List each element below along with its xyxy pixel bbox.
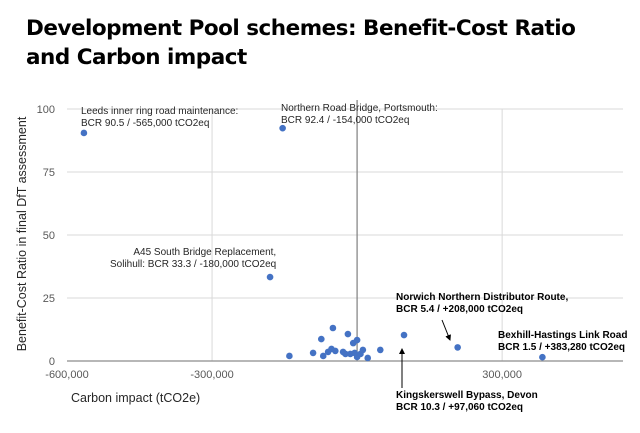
data-point bbox=[344, 330, 352, 338]
y-tick-label: 50 bbox=[43, 230, 55, 242]
annotation-line: Bexhill-Hastings Link Road bbox=[498, 330, 628, 341]
data-point bbox=[400, 331, 408, 339]
annotation-bexhill: Bexhill-Hastings Link Road BCR 1.5 / +38… bbox=[498, 330, 627, 354]
data-point bbox=[454, 344, 461, 351]
data-point bbox=[364, 354, 372, 362]
data-point bbox=[539, 353, 546, 361]
y-tick-label: 25 bbox=[43, 293, 55, 305]
y-tick-label: 75 bbox=[43, 167, 55, 179]
x-axis-label: Carbon impact (tCO2e) bbox=[71, 391, 201, 405]
data-point bbox=[342, 350, 349, 358]
annotation-leeds: Leeds inner ring road maintenance: BCR 9… bbox=[81, 106, 238, 130]
annotation-line: Norwich Northern Distributor Route, bbox=[396, 292, 569, 303]
data-point bbox=[359, 346, 367, 354]
y-tick-label: 0 bbox=[49, 356, 55, 368]
x-tick-label: -600,000 bbox=[45, 369, 88, 381]
annotation-line: Northern Road Bridge, Portsmouth: bbox=[281, 103, 438, 114]
data-point bbox=[266, 273, 274, 281]
y-tick-label: 100 bbox=[37, 104, 55, 116]
annotation-line: A45 South Bridge Replacement, bbox=[133, 247, 277, 258]
data-point bbox=[309, 349, 317, 357]
annotation-line: Kingskerswell Bypass, Devon bbox=[396, 390, 538, 401]
x-tick-label: 300,000 bbox=[482, 369, 522, 381]
annotation-line: BCR 1.5 / +383,280 tCO2eq bbox=[498, 342, 626, 353]
annotation-line: BCR 10.3 / +97,060 tCO2eq bbox=[396, 402, 524, 413]
annotation-line: BCR 90.5 / -565,000 tCO2eq bbox=[81, 118, 210, 129]
annotation-line: BCR 92.4 / -154,000 tCO2eq bbox=[281, 115, 410, 126]
data-point bbox=[319, 352, 327, 360]
data-point bbox=[353, 336, 361, 344]
annotation-line: Leeds inner ring road maintenance: bbox=[81, 106, 239, 117]
chart-title: Development Pool schemes: Benefit-Cost R… bbox=[26, 16, 576, 70]
data-point bbox=[351, 349, 358, 357]
annotation-norwich: Norwich Northern Distributor Route, BCR … bbox=[396, 292, 568, 316]
annotation-kingskerswell: Kingskerswell Bypass, Devon BCR 10.3 / +… bbox=[396, 390, 538, 414]
data-point bbox=[329, 324, 337, 332]
annotation-northern-road: Northern Road Bridge, Portsmouth: BCR 92… bbox=[281, 103, 438, 127]
data-point bbox=[80, 129, 88, 137]
y-axis-label: Benefit-Cost Ratio in final DfT assessme… bbox=[15, 116, 29, 352]
annotation-line: BCR 5.4 / +208,000 tCO2eq bbox=[396, 304, 524, 315]
x-tick-label: -300,000 bbox=[190, 369, 233, 381]
annotation-a45: A45 South Bridge Replacement, Solihull: … bbox=[110, 247, 276, 271]
data-point bbox=[279, 124, 286, 132]
data-point bbox=[286, 352, 293, 360]
data-point bbox=[318, 335, 325, 343]
annotation-line: Solihull: BCR 33.3 / -180,000 tCO2eq bbox=[110, 259, 277, 270]
data-point bbox=[332, 347, 339, 355]
data-point bbox=[376, 346, 384, 354]
norwich-arrow bbox=[441, 319, 451, 341]
